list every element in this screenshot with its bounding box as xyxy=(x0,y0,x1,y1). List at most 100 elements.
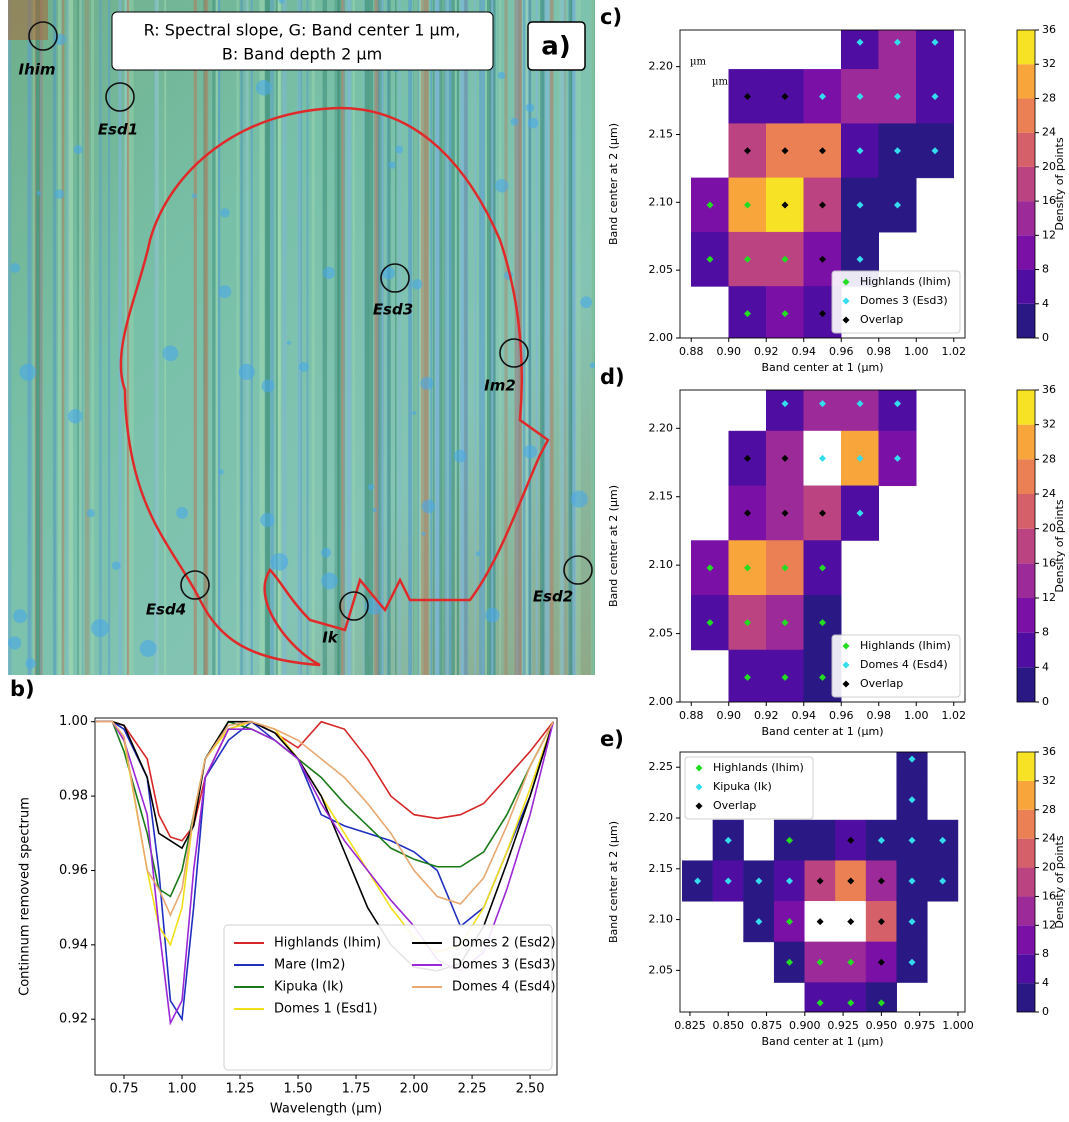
x-tick-label: 0.90 xyxy=(717,345,742,358)
image-stripe xyxy=(236,0,240,675)
scatter-point xyxy=(781,310,789,318)
image-stripe xyxy=(444,0,449,675)
scatter-point xyxy=(785,918,793,926)
x-axis-label: Band center at 1 (µm) xyxy=(762,725,884,738)
colorbar-segment xyxy=(1017,983,1035,1012)
image-stripe xyxy=(250,0,253,675)
image-spot xyxy=(525,103,535,113)
density-cell xyxy=(865,982,897,1012)
colorbar-segment xyxy=(1017,838,1035,868)
image-stripe xyxy=(434,0,440,675)
y-tick-label: 2.05 xyxy=(649,963,674,976)
plot-area xyxy=(691,30,954,338)
scatter-point xyxy=(908,877,916,885)
scatter-point xyxy=(706,201,714,209)
scatter-point xyxy=(819,673,826,681)
image-stripe xyxy=(381,0,383,675)
image-spot xyxy=(25,658,37,669)
y-tick-label: 2.15 xyxy=(649,862,674,875)
image-spot xyxy=(497,71,506,80)
legend-marker xyxy=(842,661,850,669)
density-cell xyxy=(804,819,836,861)
image-stripe xyxy=(155,0,159,675)
colorbar-segment xyxy=(1017,303,1035,338)
site-circle xyxy=(380,263,410,293)
site-label: Esd2 xyxy=(533,588,573,606)
image-spot xyxy=(372,507,377,513)
x-tick-label: 0.92 xyxy=(754,345,779,358)
scatter-point xyxy=(931,38,939,46)
x-tick-label: 1.00 xyxy=(168,1082,197,1097)
image-spot xyxy=(8,636,22,650)
colorbar-tick-label: 32 xyxy=(1042,774,1056,787)
image-stripe xyxy=(203,0,209,675)
x-tick-label: 1.02 xyxy=(942,345,967,358)
image-spot xyxy=(261,379,275,393)
colorbar-tick-label: 24 xyxy=(1042,832,1056,845)
image-stripe xyxy=(126,0,129,675)
image-stripe xyxy=(413,0,418,675)
image-stripe xyxy=(52,0,57,675)
image-spot xyxy=(589,362,595,369)
image-spot xyxy=(286,340,291,345)
scatter-point xyxy=(847,918,855,926)
y-tick-label: 2.15 xyxy=(649,127,674,140)
legend-label: Overlap xyxy=(860,677,903,690)
legend-label: Mare (Im2) xyxy=(274,958,345,973)
image-spot xyxy=(218,285,232,299)
image-spot xyxy=(73,145,83,155)
legend-label: Overlap xyxy=(713,799,756,812)
scatter-point xyxy=(939,836,947,844)
image-stripe xyxy=(118,0,122,675)
scatter-point xyxy=(819,509,826,517)
x-tick-label: 0.90 xyxy=(717,709,742,722)
colorbar-frame xyxy=(1016,29,1036,339)
scatter-point xyxy=(781,454,789,462)
colorbar-tick-label: 8 xyxy=(1042,626,1049,639)
legend-marker xyxy=(842,642,850,650)
image-stripe xyxy=(297,0,301,675)
image-stripe xyxy=(193,0,197,675)
legend-label: Highlands (lhim) xyxy=(274,936,381,951)
scatter-point xyxy=(785,958,793,966)
colorbar-segment xyxy=(1017,424,1035,460)
image-stripe xyxy=(154,0,159,675)
image-spot xyxy=(270,553,289,571)
site-label: Esd4 xyxy=(146,601,186,619)
colorbar-tick-label: 12 xyxy=(1042,228,1056,241)
image-stripe xyxy=(298,0,300,675)
image-stripe xyxy=(91,0,95,675)
panel-label: b) xyxy=(10,677,35,701)
y-tick-label: 0.92 xyxy=(59,1012,88,1027)
image-spot xyxy=(523,445,538,459)
colorbar-tick-label: 0 xyxy=(1042,331,1049,344)
image-stripe xyxy=(8,0,11,675)
image-stripe xyxy=(215,0,218,675)
image-stripe xyxy=(337,0,340,675)
image-stripe xyxy=(568,0,570,675)
image-stripe xyxy=(408,0,413,675)
colorbar-tick-label: 28 xyxy=(1042,452,1056,465)
image-stripe xyxy=(439,0,443,675)
y-tick-label: 0.94 xyxy=(59,937,88,952)
colorbar-tick-label: 8 xyxy=(1042,263,1049,276)
image-stripe xyxy=(591,0,595,675)
colorbar-frame xyxy=(1016,389,1036,703)
image-stripe xyxy=(540,0,545,675)
panel-label: d) xyxy=(600,365,625,389)
image-spot xyxy=(420,376,434,390)
image-stripe xyxy=(68,0,73,675)
site-circle xyxy=(28,21,58,51)
plot-area xyxy=(682,752,959,1012)
image-stripe xyxy=(79,0,83,675)
image-stripe xyxy=(282,0,287,675)
x-tick-label: 0.92 xyxy=(754,709,779,722)
image-spot xyxy=(388,161,396,169)
image-stripe xyxy=(8,0,12,675)
colorbar-segment xyxy=(1017,528,1035,564)
x-axis-label: Band center at 1 (µm) xyxy=(762,1035,884,1048)
image-stripe xyxy=(448,0,452,675)
series-line xyxy=(96,720,554,918)
image-stripe xyxy=(379,0,384,675)
image-stripe xyxy=(525,0,528,675)
